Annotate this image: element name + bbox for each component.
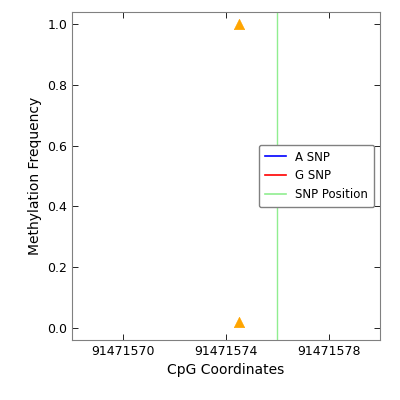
Point xyxy=(236,318,242,325)
Legend: A SNP, G SNP, SNP Position: A SNP, G SNP, SNP Position xyxy=(259,145,374,207)
Y-axis label: Methylation Frequency: Methylation Frequency xyxy=(28,97,42,255)
Point xyxy=(236,21,242,27)
X-axis label: CpG Coordinates: CpG Coordinates xyxy=(167,364,285,378)
